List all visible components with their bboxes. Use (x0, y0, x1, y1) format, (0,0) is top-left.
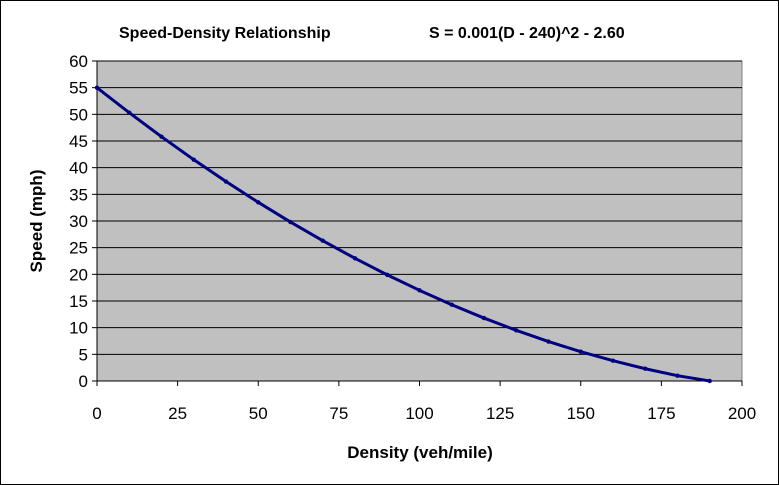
axes (92, 60, 743, 386)
data-point (191, 157, 196, 162)
data-point (675, 373, 680, 378)
data-point (707, 378, 712, 384)
data-point (127, 110, 132, 115)
chart-equation: S = 0.001(D - 240)^2 - 2.60 (429, 25, 625, 42)
x-tick-label: 150 (567, 404, 595, 423)
chart-title: Speed-Density Relationship (119, 25, 331, 42)
y-axis-label: Speed (mph) (27, 170, 46, 273)
y-tick-label: 25 (69, 239, 88, 258)
y-tick-label: 5 (79, 345, 88, 364)
data-series (94, 85, 712, 384)
data-point (514, 328, 519, 333)
data-point (578, 349, 583, 354)
data-point (320, 238, 325, 243)
x-tick-label: 100 (405, 404, 433, 423)
x-tick-label: 175 (647, 404, 675, 423)
data-point (94, 85, 100, 90)
gridlines (97, 60, 742, 355)
x-tick-label: 25 (168, 404, 187, 423)
x-tick-label: 0 (92, 404, 101, 423)
data-point (256, 200, 261, 205)
y-tick-label: 40 (69, 159, 88, 178)
data-point (417, 288, 422, 293)
data-point (288, 219, 293, 225)
data-point (352, 256, 358, 261)
data-point (449, 302, 454, 307)
y-tick-labels: 0 5 10 15 20 25 30 35 40 45 50 55 60 (69, 52, 88, 391)
y-tick-label: 45 (69, 132, 88, 151)
data-point (385, 272, 390, 278)
data-point (546, 339, 551, 344)
y-tick-label: 30 (69, 212, 88, 231)
x-tick-label: 125 (486, 404, 514, 423)
y-tick-label: 0 (79, 372, 88, 391)
y-tick-label: 55 (69, 79, 88, 98)
data-point (610, 358, 616, 363)
data-point (481, 315, 487, 321)
data-point (643, 366, 648, 371)
y-tick-label: 10 (69, 319, 88, 338)
x-tick-labels: 0 25 50 75 100 125 150 175 200 (92, 404, 756, 423)
x-tick-label: 200 (728, 404, 756, 423)
x-tick-label: 75 (329, 404, 348, 423)
y-tick-label: 60 (69, 52, 88, 71)
y-tick-label: 15 (69, 292, 88, 311)
data-point (223, 179, 229, 184)
data-point (159, 134, 164, 139)
y-tick-label: 50 (69, 105, 88, 124)
y-tick-label: 35 (69, 185, 88, 204)
x-axis-label: Density (veh/mile) (347, 443, 493, 462)
series-line (95, 86, 712, 383)
x-tick-label: 50 (249, 404, 268, 423)
y-tick-label: 20 (69, 265, 88, 284)
